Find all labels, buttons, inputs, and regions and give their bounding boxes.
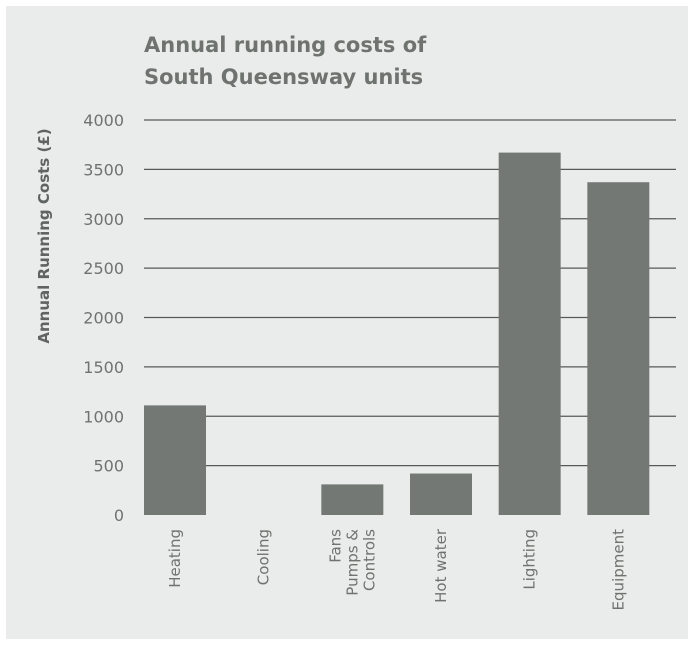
category-label: Hot water — [432, 528, 450, 603]
y-tick-label: 2500 — [83, 259, 124, 278]
y-tick-label: 2000 — [83, 309, 124, 328]
y-tick-label: 1500 — [83, 358, 124, 377]
y-axis-label: Annual Running Costs (£) — [35, 128, 53, 343]
bars — [144, 152, 650, 515]
category-label: Cooling — [255, 529, 273, 585]
category-label: Equipment — [609, 529, 627, 611]
gridlines — [144, 119, 676, 467]
category-label-line: Heating — [166, 529, 184, 588]
category-label: Heating — [166, 529, 184, 588]
category-label-line: Controls — [360, 529, 378, 591]
bar-4 — [498, 152, 561, 515]
bar-2 — [321, 484, 384, 515]
y-tick-label: 0 — [114, 506, 124, 525]
y-tick-label: 3000 — [83, 210, 124, 229]
y-tick-label: 3500 — [83, 160, 124, 179]
chart-panel: Annual running costs of South Queensway u… — [6, 6, 688, 639]
category-label-line: Fans — [326, 529, 344, 563]
category-label: Fans Pumps & Controls — [326, 529, 378, 596]
y-tick-label: 500 — [93, 457, 124, 476]
category-label-line: Pumps & — [343, 529, 361, 596]
chart-title-line: South Queensway units — [144, 65, 423, 89]
category-label-line: Equipment — [609, 529, 627, 611]
category-label-line: Lighting — [521, 529, 539, 590]
y-tick-label: 4000 — [83, 111, 124, 130]
bar-3 — [410, 473, 472, 515]
category-label-line: Hot water — [432, 528, 450, 603]
x-axis-categories: Heating Cooling Fans Pumps & Controls Hot wat… — [166, 528, 627, 610]
bar-5 — [587, 182, 650, 515]
y-tick-label: 1000 — [83, 407, 124, 426]
chart-title: Annual running costs of South Queensway u… — [144, 33, 427, 89]
chart-title-line: Annual running costs of — [144, 33, 427, 57]
bar-0 — [144, 405, 206, 515]
category-label: Lighting — [521, 529, 539, 590]
category-label-line: Cooling — [255, 529, 273, 585]
bar-chart: Annual running costs of South Queensway u… — [35, 33, 676, 610]
y-axis-ticks: 0 500 1000 1500 2000 2500 3000 3500 4000 — [83, 111, 124, 525]
